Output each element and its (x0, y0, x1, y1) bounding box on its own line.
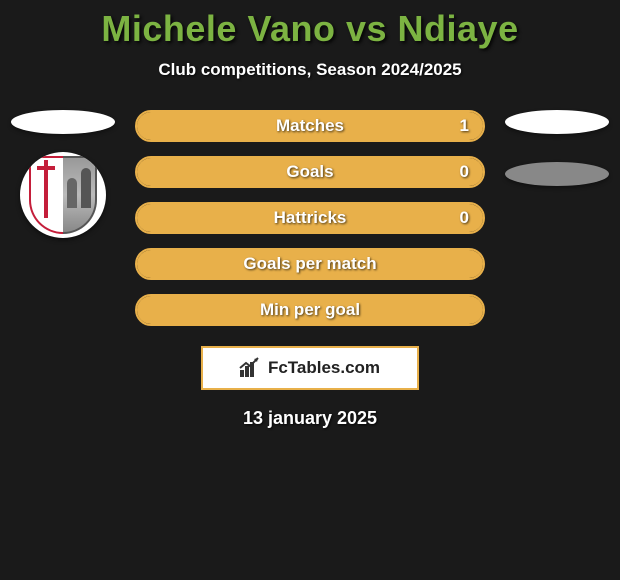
subtitle: Club competitions, Season 2024/2025 (0, 60, 620, 80)
bar-label: Min per goal (260, 300, 360, 320)
bar-value: 0 (460, 208, 469, 228)
brand-text: FcTables.com (268, 358, 380, 378)
stat-bar-min-per-goal: Min per goal (135, 294, 485, 326)
date-label: 13 january 2025 (0, 408, 620, 429)
rimini-shield-icon (29, 156, 97, 234)
right-club-oval (505, 162, 609, 186)
stat-bar-goals-per-match: Goals per match (135, 248, 485, 280)
bar-label: Goals per match (243, 254, 376, 274)
bar-value: 0 (460, 162, 469, 182)
page-title: Michele Vano vs Ndiaye (0, 0, 620, 50)
stat-bar-matches: Matches 1 (135, 110, 485, 142)
right-player-name-oval (505, 110, 609, 134)
bar-label: Goals (286, 162, 333, 182)
stat-bar-goals: Goals 0 (135, 156, 485, 188)
left-club-badge (20, 152, 106, 238)
stat-bar-hattricks: Hattricks 0 (135, 202, 485, 234)
bar-label: Hattricks (274, 208, 347, 228)
bar-chart-icon (240, 359, 262, 377)
brand-attribution: FcTables.com (201, 346, 419, 390)
right-player-column (502, 110, 612, 186)
bar-label: Matches (276, 116, 344, 136)
left-player-name-oval (11, 110, 115, 134)
stats-bars: Matches 1 Goals 0 Hattricks 0 Goals per … (135, 110, 485, 326)
left-player-column (8, 110, 118, 238)
bar-value: 1 (460, 116, 469, 136)
comparison-area: Matches 1 Goals 0 Hattricks 0 Goals per … (0, 110, 620, 429)
